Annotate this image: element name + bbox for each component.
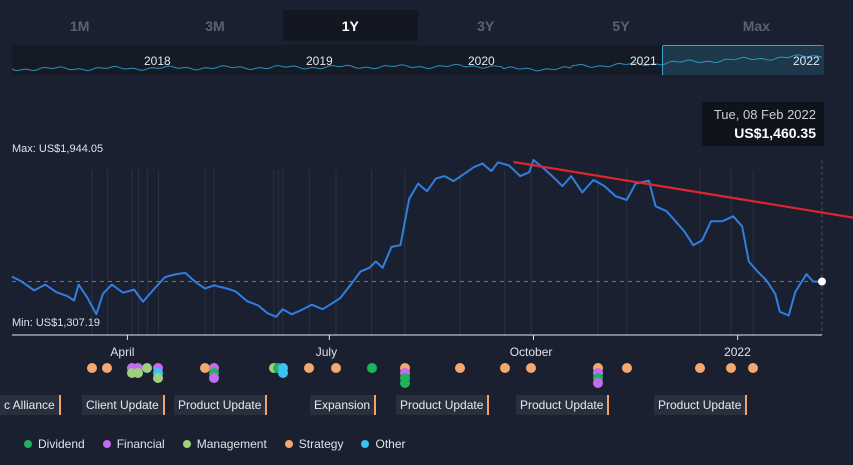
event-dot-financial[interactable] [208,373,219,383]
tooltip-price: US$1,460.35 [734,125,816,141]
event-dot-strategy[interactable] [200,363,211,373]
event-dot-strategy[interactable] [455,363,466,373]
price-chart[interactable] [0,140,853,340]
event-dot-management[interactable] [142,363,153,373]
event-dot-strategy[interactable] [726,363,736,373]
event-dot-strategy[interactable] [102,363,113,373]
tab-max[interactable]: Max [742,17,770,34]
tab-5y[interactable]: 5Y [612,17,630,34]
event-label[interactable]: Expansion [310,395,377,415]
tooltip-date: Tue, 08 Feb 2022 [713,107,816,122]
legend-label: Financial [116,437,165,451]
navigator-line [12,54,823,72]
legend-item-management[interactable]: Management [182,437,267,451]
legend-dot-icon [284,440,293,448]
event-dot-strategy[interactable] [621,363,632,373]
legend-dot-icon [24,440,32,448]
x-tick-label: April [110,345,135,359]
event-label[interactable]: Product Update [396,395,490,415]
event-dot-management[interactable] [126,368,137,378]
range-tabs: 1M 3M 1Y 3Y 5Y Max [12,10,824,41]
navigator-window[interactable] [662,45,824,75]
event-label[interactable]: Product Update [654,395,748,415]
navigator-year-label: 2018 [144,54,171,68]
navigator-year-label: 2019 [306,54,333,68]
legend-item-dividend[interactable]: Dividend [24,437,85,451]
price-series-line [11,159,823,318]
event-label[interactable]: c Alliance [0,395,61,415]
legend-dot-icon [361,440,370,448]
legend-dot-icon [102,440,111,448]
legend-label: Other [375,437,406,451]
event-dot-management[interactable] [133,368,144,378]
event-markers [0,355,853,395]
navigator-chart [12,54,823,72]
navigator[interactable]: 2018 2019 2020 2021 2022 [12,45,824,75]
tab-1y[interactable]: 1Y [282,10,418,41]
legend-label: Strategy [298,437,344,451]
navigator-year-label: 2022 [793,54,820,68]
event-dot-other[interactable] [277,368,288,378]
event-dot-dividend[interactable] [366,363,377,373]
event-dot-strategy[interactable] [331,363,341,373]
event-label[interactable]: Client Update [82,395,165,415]
event-label[interactable]: Product Update [516,395,610,415]
x-tick-label: October [509,345,553,359]
price-tooltip: Tue, 08 Feb 2022 US$1,460.35 [702,102,824,146]
trend-line [513,160,853,219]
event-dot-strategy[interactable] [86,363,97,373]
event-dot-strategy[interactable] [748,363,759,373]
event-label[interactable]: Product Update [174,395,268,415]
x-tick-label: July [315,345,338,359]
event-dot-strategy[interactable] [499,363,510,373]
legend-item-strategy[interactable]: Strategy [284,437,344,451]
max-price-label: Max: US$1,944.05 [12,143,104,155]
legend-item-other[interactable]: Other [361,437,406,451]
navigator-year-label: 2021 [630,54,657,68]
event-dot-management[interactable] [153,373,164,383]
event-dot-strategy[interactable] [526,363,537,373]
event-dot-dividend[interactable] [399,378,410,388]
legend-label: Dividend [38,437,85,451]
current-price-marker [818,277,826,286]
tab-3m[interactable]: 3M [205,17,225,34]
x-tick-label: 2022 [724,345,751,359]
legend: Dividend Financial Management Strategy Other [24,437,406,451]
legend-dot-icon [182,440,191,448]
navigator-year-label: 2020 [468,54,495,68]
legend-item-financial[interactable]: Financial [102,437,165,451]
event-dot-strategy[interactable] [304,363,315,373]
min-price-label: Min: US$1,307.19 [12,317,101,329]
event-dot-strategy[interactable] [694,363,705,373]
legend-label: Management [196,437,267,451]
tab-3y[interactable]: 3Y [477,17,495,34]
tab-1m[interactable]: 1M [69,17,90,34]
event-dot-financial[interactable] [592,378,603,388]
